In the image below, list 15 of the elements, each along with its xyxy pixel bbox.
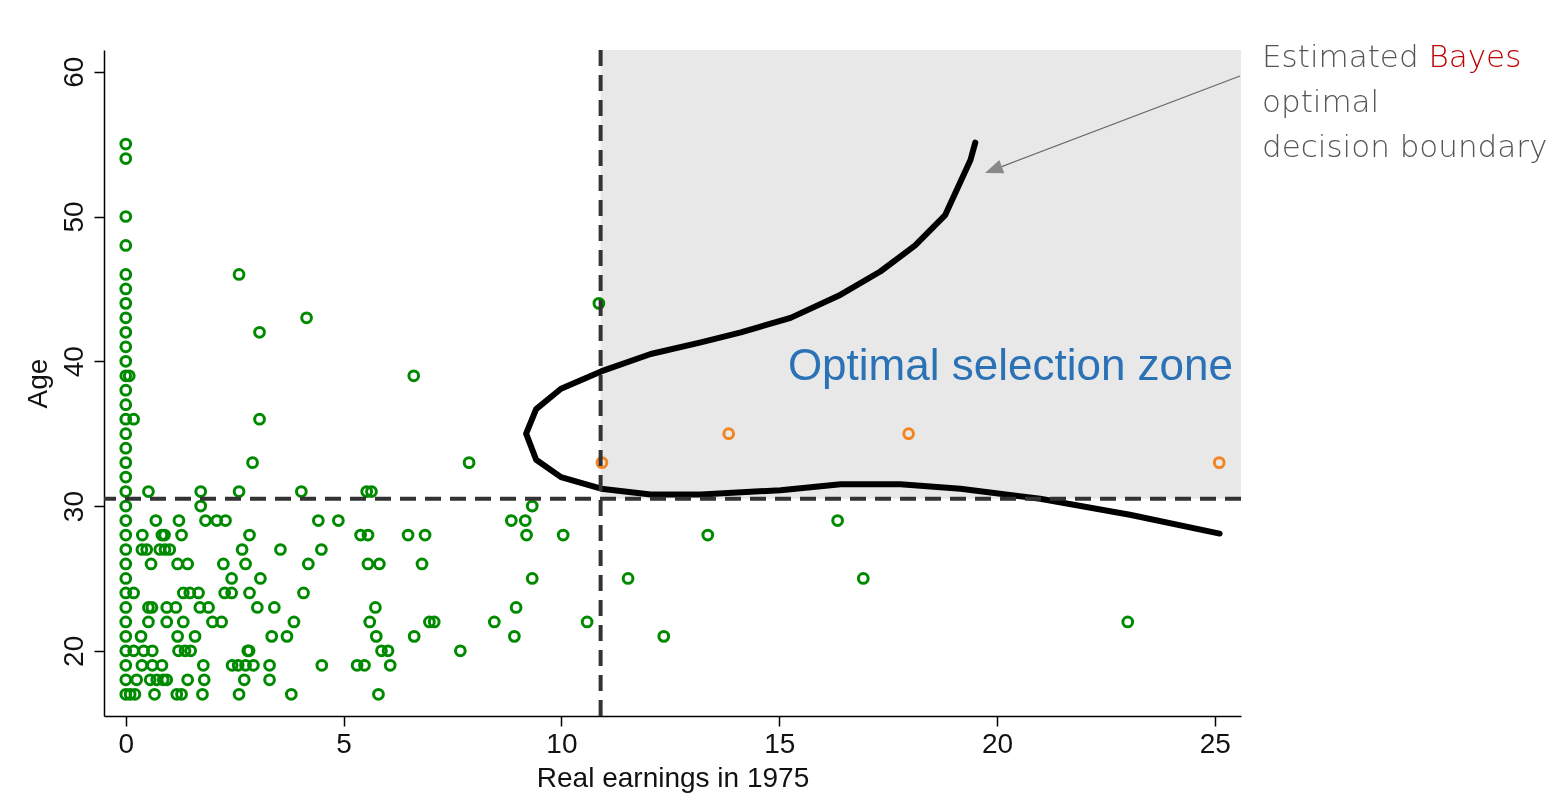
- text: Estimated Bayes optimal decision boundary: [1262, 38, 1548, 164]
- y-tick-label: 60: [57, 56, 89, 88]
- band-label: Optimal selection zone: [787, 340, 1233, 389]
- y-tick-label: 30: [57, 490, 89, 523]
- x-tick-label: 15: [764, 727, 796, 759]
- y-tick-label: 50: [57, 201, 89, 233]
- y-tick-label: 40: [57, 346, 89, 378]
- y-axis-title: Age: [21, 358, 53, 409]
- y-tick-label: 20: [57, 635, 89, 667]
- x-tick-label: 0: [118, 727, 135, 759]
- x-axis-title: Real earnings in 1975: [536, 761, 810, 793]
- x-tick-label: 10: [546, 727, 578, 759]
- x-tick-label: 25: [1199, 727, 1231, 759]
- x-tick-label: 5: [336, 727, 352, 759]
- x-tick-label: 20: [981, 727, 1014, 759]
